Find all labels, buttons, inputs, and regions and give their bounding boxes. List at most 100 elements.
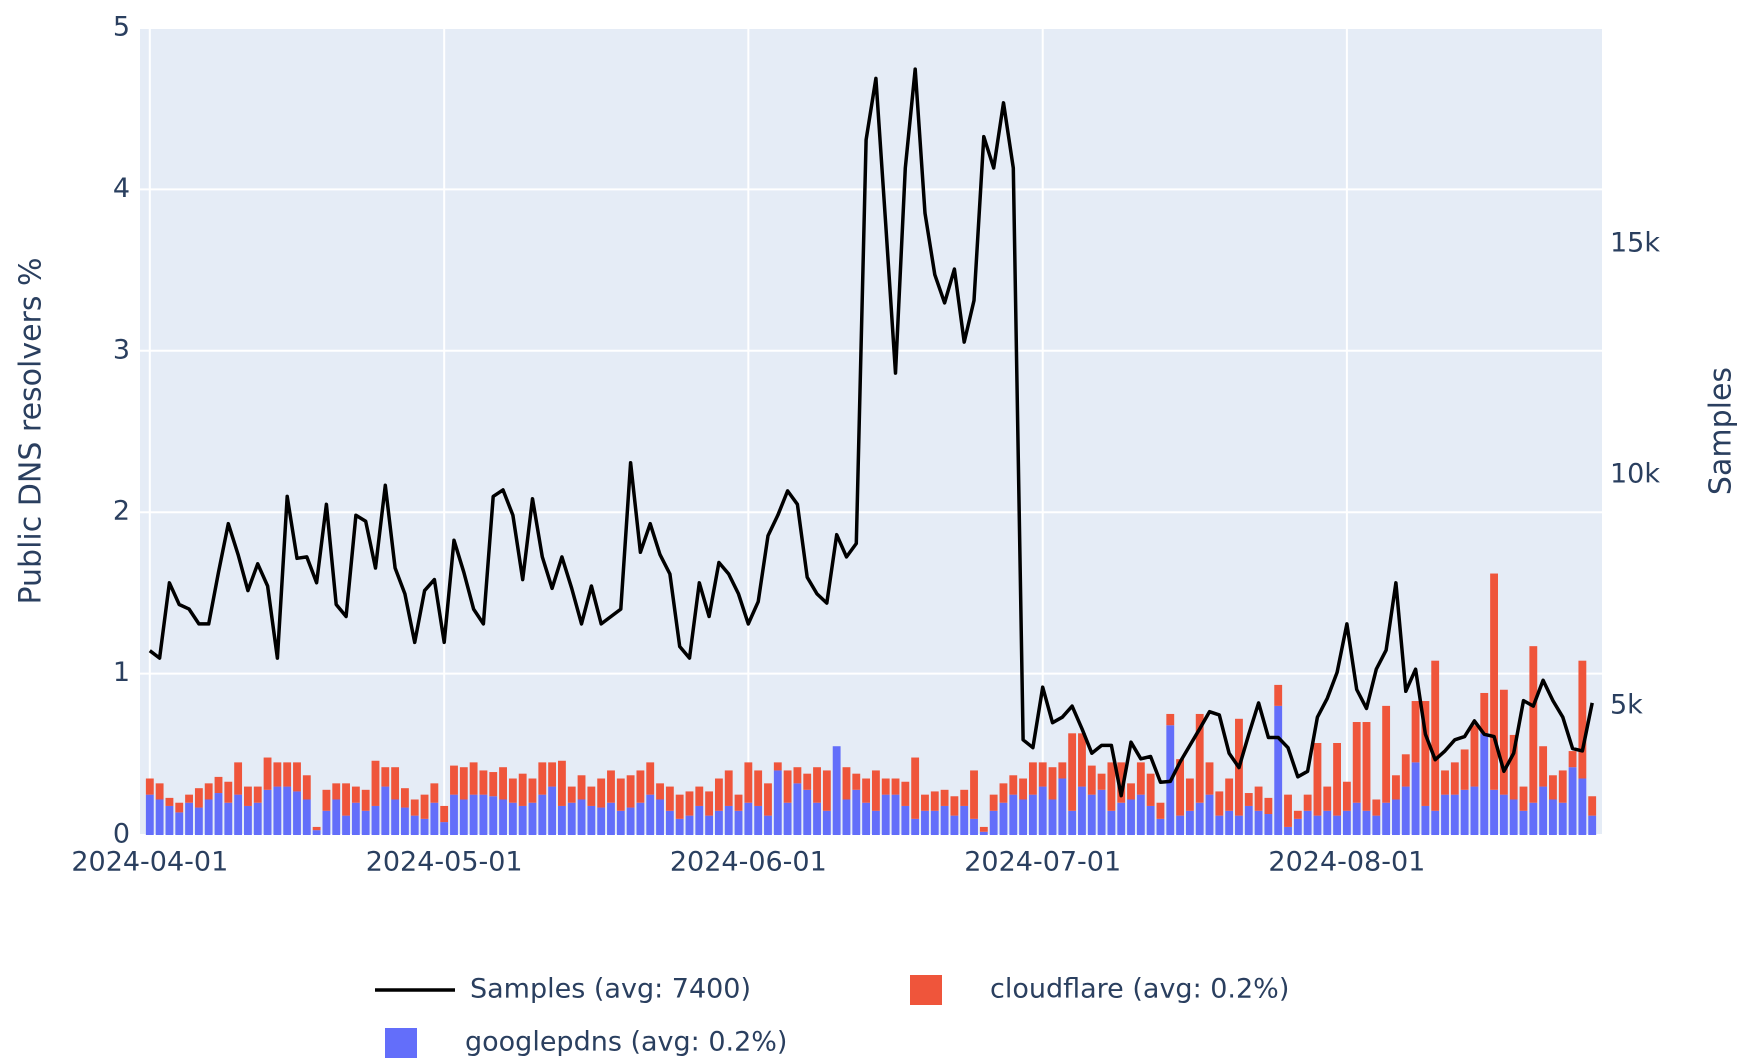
bar — [1303, 794, 1312, 811]
plot-area — [140, 28, 1602, 835]
bar — [204, 783, 213, 800]
bar — [1480, 733, 1489, 835]
bar — [224, 802, 233, 835]
bar — [155, 799, 164, 835]
bar — [1293, 818, 1302, 835]
bar — [351, 802, 360, 835]
bar — [1382, 802, 1391, 835]
bar — [1127, 799, 1135, 835]
bar — [1019, 799, 1028, 835]
bar — [607, 802, 615, 835]
y-tick-label: 5 — [113, 12, 130, 43]
bar — [479, 794, 488, 835]
bar — [1519, 786, 1528, 811]
bar — [950, 815, 959, 835]
bar — [234, 794, 243, 835]
bar — [1460, 789, 1469, 835]
bar — [273, 786, 282, 835]
bar — [234, 762, 243, 795]
bar — [803, 773, 812, 790]
bar — [1519, 810, 1528, 835]
bar — [1411, 701, 1420, 763]
bar — [1342, 810, 1351, 835]
legend-swatch — [385, 1028, 417, 1058]
legend-label: googlepdns (avg: 0.2%) — [465, 1027, 787, 1058]
bar — [381, 786, 390, 835]
bar — [1470, 725, 1479, 787]
bar — [783, 802, 792, 835]
bar — [1097, 789, 1106, 835]
bar — [724, 805, 733, 835]
bar — [891, 794, 900, 835]
bar — [253, 786, 262, 803]
bar — [1244, 805, 1253, 835]
bar — [528, 802, 537, 835]
bar — [1176, 759, 1185, 816]
bar — [597, 778, 606, 808]
bar — [989, 810, 998, 835]
bar — [656, 799, 664, 835]
bar — [528, 778, 537, 803]
bar — [921, 810, 929, 835]
bar — [361, 789, 370, 811]
bar — [1303, 810, 1312, 835]
bar — [734, 810, 743, 835]
bar — [764, 783, 772, 816]
bar — [557, 805, 566, 835]
bar — [1028, 762, 1037, 795]
bar — [1254, 810, 1263, 835]
bar — [430, 783, 439, 803]
bar — [194, 788, 203, 808]
bar — [1078, 786, 1086, 835]
bar — [950, 796, 959, 816]
bar — [1254, 786, 1263, 811]
bar — [1362, 722, 1371, 811]
x-tick-label: 2024-08-01 — [1268, 847, 1425, 878]
bar — [1539, 786, 1548, 835]
bar — [1058, 762, 1067, 779]
bar — [714, 810, 723, 835]
bar — [1156, 802, 1165, 819]
bar — [145, 778, 154, 795]
bar — [302, 775, 311, 800]
bar — [793, 767, 802, 784]
bar — [450, 794, 458, 835]
bar — [764, 815, 772, 835]
bar — [675, 818, 684, 835]
bar — [1568, 767, 1577, 835]
bar — [1097, 773, 1106, 790]
bar — [342, 815, 350, 835]
bar — [273, 762, 282, 787]
bar — [1019, 778, 1028, 800]
bar — [1185, 810, 1194, 835]
bar — [499, 799, 507, 835]
bar — [204, 799, 213, 835]
bar — [685, 815, 694, 835]
bar — [469, 794, 478, 835]
bar — [1038, 762, 1047, 787]
bar — [881, 794, 890, 835]
bar — [1323, 810, 1332, 835]
bar — [263, 757, 272, 790]
bar — [1048, 767, 1057, 800]
bar — [675, 794, 684, 819]
bar — [1372, 815, 1381, 835]
bar — [1078, 733, 1086, 787]
bar — [695, 786, 704, 806]
bar — [1323, 786, 1332, 811]
bar — [1392, 775, 1400, 800]
bar — [979, 831, 988, 835]
bar — [165, 805, 174, 835]
bar — [420, 818, 429, 835]
bar — [1107, 762, 1116, 811]
bar — [1215, 791, 1224, 816]
bar — [734, 794, 743, 811]
bar — [312, 826, 321, 831]
x-tick-label: 2024-06-01 — [670, 847, 827, 878]
bar — [1235, 815, 1243, 835]
bar — [930, 810, 939, 835]
bar — [1441, 770, 1449, 795]
legend-label: cloudflare (avg: 0.2%) — [990, 974, 1289, 1005]
bar — [1274, 684, 1283, 706]
